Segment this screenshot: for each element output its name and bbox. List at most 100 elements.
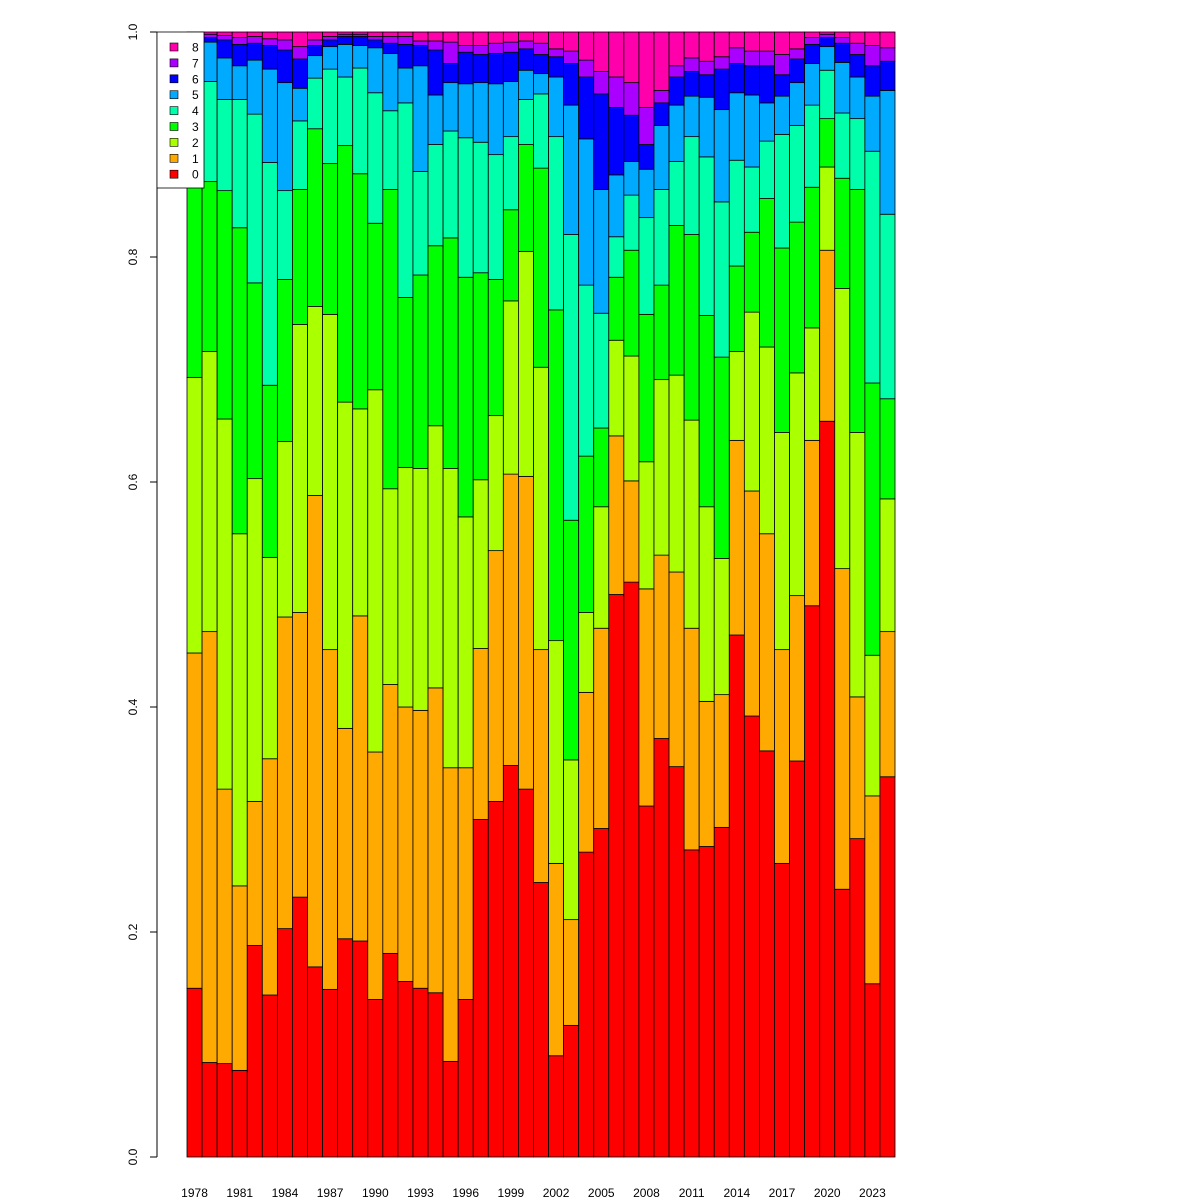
y-tick-label: 0.2	[126, 923, 140, 940]
bar-segment-2001-7	[533, 42, 549, 55]
legend-label: 4	[192, 104, 199, 118]
bar-segment-1986-0	[307, 966, 323, 1158]
bar-segment-2020-0	[819, 420, 836, 1158]
bar-segment-2016-5	[759, 102, 775, 142]
bar-segment-1991-5	[382, 52, 399, 112]
bar-segment-2013-7	[713, 56, 730, 70]
bar-segment-1983-7	[261, 38, 278, 46]
bar-segment-1993-5	[412, 65, 429, 172]
bar-segment-1982-3	[246, 282, 263, 480]
bar-segment-2015-6	[743, 65, 760, 96]
bar-segment-2005-2	[593, 506, 610, 629]
bar-segment-2022-0	[849, 838, 866, 1158]
bar-segment-2002-0	[548, 1055, 564, 1158]
bar-segment-1994-5	[427, 94, 444, 145]
bar-segment-2003-3	[563, 519, 580, 761]
bar-segment-1979-3	[201, 181, 218, 352]
bar-segment-2006-5	[608, 174, 625, 238]
bar-segment-1992-5	[397, 67, 414, 104]
bar-segment-1994-6	[427, 49, 444, 96]
bar-segment-2017-7	[774, 54, 790, 76]
bar-segment-2011-0	[683, 849, 700, 1158]
bar-segment-1984-4	[276, 190, 293, 280]
bar-segment-1988-3	[337, 145, 354, 403]
bar-segment-1990-5	[367, 47, 384, 94]
bar-segment-2009-3	[653, 284, 670, 381]
bar-segment-2013-3	[713, 356, 730, 559]
bar-segment-1992-0	[397, 981, 414, 1158]
y-tick-label: 1.0	[126, 23, 140, 40]
bar-segment-2010-8	[668, 31, 685, 67]
bar-segment-2002-7	[548, 48, 564, 58]
bar-segment-2013-5	[713, 109, 730, 203]
bar-segment-1999-6	[502, 51, 519, 82]
bar-segment-1988-0	[337, 938, 354, 1158]
bar-segment-2004-4	[578, 284, 595, 457]
bar-segment-1997-2	[472, 479, 489, 649]
bar-segment-1980-6	[216, 39, 233, 59]
bar-segment-1980-8	[216, 31, 233, 36]
bar-segment-1993-1	[412, 709, 429, 989]
legend-label: 5	[192, 88, 199, 102]
bar-segment-1978-0	[186, 987, 203, 1158]
bar-segment-2012-5	[698, 96, 715, 158]
bar-segment-1994-3	[427, 245, 444, 427]
bar-segment-2008-4	[638, 217, 655, 315]
bar-segment-2024-5	[879, 90, 896, 215]
bar-segment-1988-5	[337, 43, 354, 78]
x-tick-label: 1996	[452, 1186, 479, 1200]
bar-segment-1983-5	[261, 68, 278, 163]
bar-segment-1978-1	[186, 652, 203, 989]
bar-segment-2010-0	[668, 766, 685, 1158]
bar-segment-2017-3	[774, 247, 790, 433]
bar-segment-2018-2	[789, 372, 806, 597]
bar-segment-2022-8	[849, 31, 866, 44]
bar-segment-1987-4	[322, 68, 339, 165]
bar-segment-2007-0	[623, 581, 640, 1158]
bar-segment-1986-3	[307, 128, 323, 307]
bar-segment-2005-1	[593, 627, 610, 829]
bar-segment-2014-4	[728, 159, 745, 267]
bar-segment-2020-4	[819, 69, 836, 120]
x-tick-label: 1999	[498, 1186, 525, 1200]
bar-segment-2021-1	[834, 568, 851, 890]
bar-segment-2005-3	[593, 427, 610, 508]
bar-segment-1996-0	[457, 999, 474, 1158]
bar-segment-2013-6	[713, 68, 730, 111]
bar-segment-1992-2	[397, 466, 414, 708]
bar-segment-2001-1	[533, 649, 549, 883]
legend-label: 8	[192, 41, 199, 55]
bar-segment-2024-6	[879, 60, 896, 91]
bar-segment-2014-2	[728, 351, 745, 441]
bar-segment-2018-6	[789, 58, 806, 84]
bar-segment-2012-3	[698, 315, 715, 508]
bar-segment-2002-4	[548, 136, 564, 311]
bar-segment-2004-1	[578, 691, 595, 853]
bar-segment-1989-1	[352, 615, 369, 942]
bar-segment-1987-2	[322, 313, 339, 651]
bar-segment-2012-6	[698, 74, 715, 98]
bar-segment-1997-1	[472, 648, 489, 820]
bar-segment-1995-2	[442, 468, 459, 769]
bar-segment-1985-5	[292, 87, 308, 122]
bar-segment-1997-6	[472, 54, 489, 84]
bar-segment-1986-6	[307, 45, 323, 57]
bar-segment-2009-6	[653, 102, 670, 126]
bar-segment-1991-2	[382, 488, 399, 685]
bar-segment-1999-1	[502, 473, 519, 766]
bar-segment-1998-2	[487, 415, 504, 552]
bar-segment-1980-4	[216, 99, 233, 192]
legend-label: 0	[192, 168, 199, 182]
bar-segment-2008-3	[638, 313, 655, 463]
bar-segment-1985-7	[292, 46, 308, 60]
bar-segment-2016-6	[759, 65, 775, 104]
bar-segment-2001-5	[533, 73, 549, 95]
bar-segment-2022-6	[849, 54, 866, 78]
bar-segment-2022-7	[849, 42, 866, 55]
bar-segment-2020-8	[819, 31, 836, 35]
bar-segment-1984-6	[276, 49, 293, 84]
bar-segment-1993-0	[412, 987, 429, 1158]
bar-segment-2024-4	[879, 213, 896, 400]
bar-segment-1992-7	[397, 36, 414, 45]
bar-segment-1989-3	[352, 173, 369, 410]
